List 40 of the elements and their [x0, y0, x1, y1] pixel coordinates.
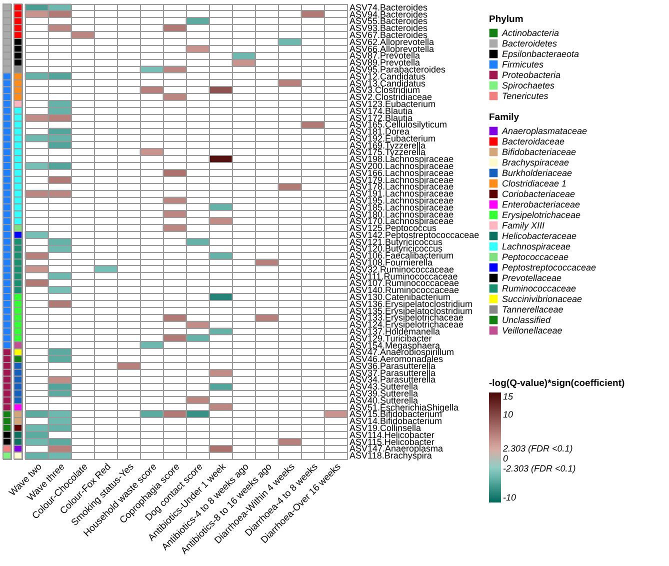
legend-label: Spirochaetes: [502, 80, 556, 90]
legend-title: Family: [489, 112, 520, 123]
y-tick-label: ASV120.Butyricicoccus: [350, 244, 444, 254]
legend-label: Tannerellaceae: [502, 304, 564, 314]
legend-label: Actinobacteria: [501, 28, 560, 38]
legend-label: Lachnospiraceae: [502, 242, 571, 252]
legend-label: Peptostreptococcaceae: [502, 262, 596, 272]
legend-label: Helicobacteraceae: [502, 231, 577, 241]
legend-label: Ruminococcaceae: [502, 284, 576, 294]
legend-label: Proteobacteria: [502, 70, 561, 80]
color-bar-label: -10: [503, 492, 516, 502]
y-tick-label: ASV47.Anaerobiospirillum: [350, 347, 454, 358]
legend-label: Veillonellaceae: [502, 326, 562, 336]
legend-label: Erysipelotrichaceae: [502, 210, 581, 220]
legend-label: Bacteroidaceae: [502, 136, 565, 146]
legend-title: -log(Q-value)*sign(coefficient): [489, 378, 625, 389]
color-bar-label: 15: [503, 392, 514, 402]
legend-label: Firmicutes: [502, 60, 544, 70]
legend-title: Phylum: [489, 14, 524, 25]
legend-label: Burkholderiaceae: [502, 168, 572, 178]
legend-label: Epsilonbacteraeota: [502, 49, 580, 59]
color-bar-label: 0: [503, 454, 508, 464]
legend-label: Bifidobacteriaceae: [502, 147, 576, 157]
color-bar-label: 2.303 (FDR <0.1): [502, 443, 573, 454]
legend-label: Family XIII: [502, 220, 546, 230]
legend-label: Peptococcaceae: [502, 252, 569, 262]
legend-label: Unclassified: [502, 315, 552, 325]
y-tick-label: ASV165.Cellulosilyticum: [350, 120, 448, 130]
legend-label: Clostridiaceae 1: [502, 178, 567, 188]
legend-label: Coriobacteriaceae: [502, 189, 576, 199]
legend-label: Succinivibrionaceae: [502, 294, 582, 304]
legend-label: Bacteroidetes: [502, 38, 558, 48]
color-bar-label: -2.303 (FDR <0.1): [503, 464, 576, 474]
legend-label: Prevotellaceae: [502, 273, 562, 283]
legend-label: Tenericutes: [502, 91, 549, 101]
y-tick-label: ASV74.Bacteroides: [350, 2, 428, 12]
legend-label: Enterobacteriaceae: [502, 200, 580, 210]
color-bar-label: 10: [503, 410, 514, 420]
legend-label: Brachyspiraceae: [502, 158, 570, 168]
legend-label: Anaeroplasmataceae: [501, 126, 588, 136]
